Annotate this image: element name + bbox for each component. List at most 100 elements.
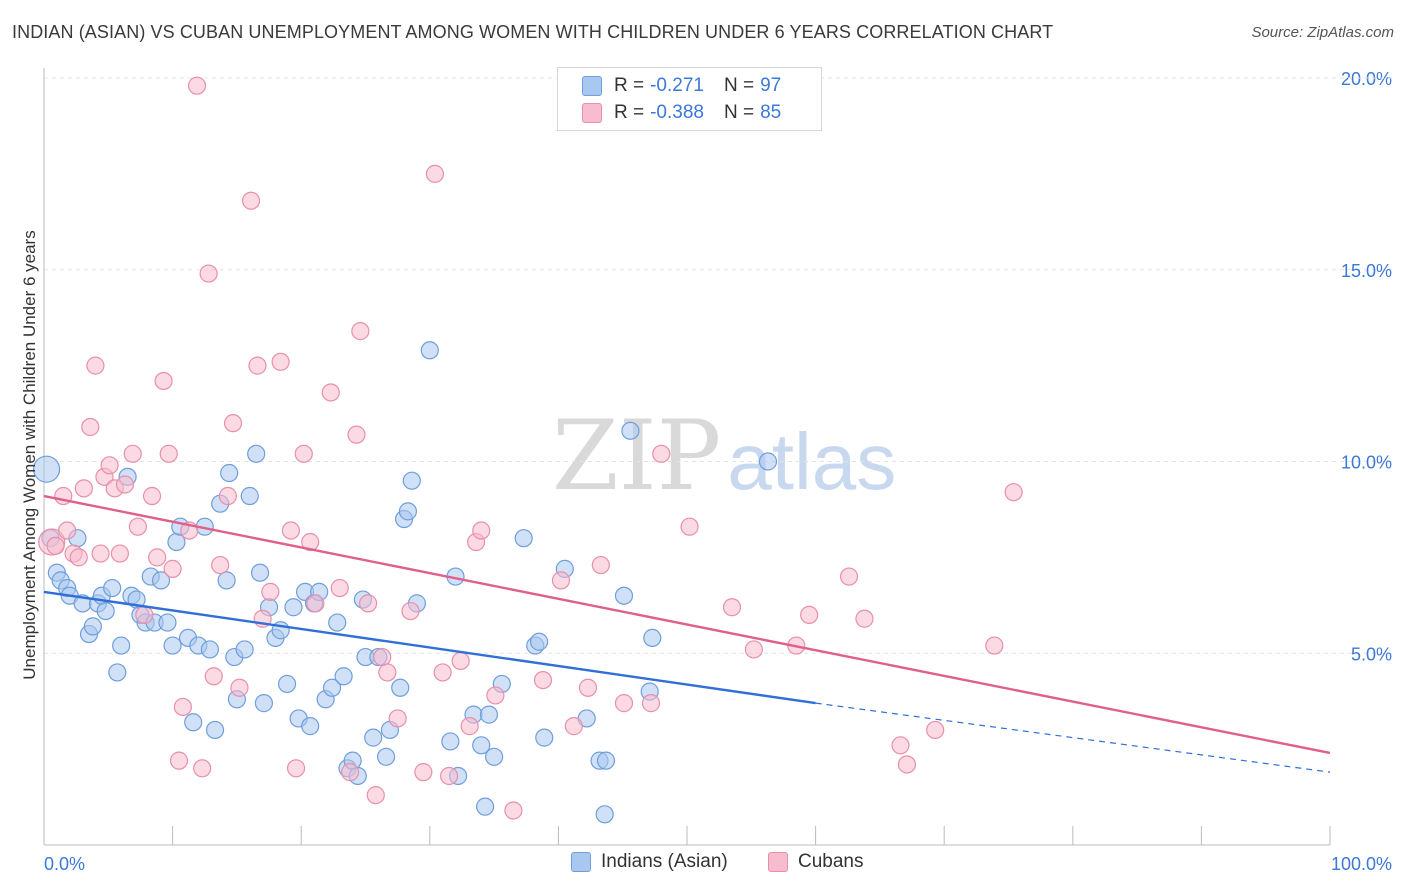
n-value-cuban: 85 xyxy=(760,102,782,123)
cuban-point xyxy=(891,736,910,755)
indian-point xyxy=(277,674,297,694)
cuban-point xyxy=(388,709,407,728)
cuban-point xyxy=(330,578,349,598)
cuban-point xyxy=(211,555,230,575)
indian-point xyxy=(472,736,491,755)
cuban-point xyxy=(340,763,360,782)
cuban-point xyxy=(926,720,945,740)
indian-point xyxy=(240,486,259,506)
n-label: N = xyxy=(723,75,755,96)
x-tick-label-min: 0.0% xyxy=(44,854,85,874)
cuban-point xyxy=(347,425,366,444)
cuban-point xyxy=(366,786,385,805)
cuban-point xyxy=(286,759,306,778)
cuban-point xyxy=(154,371,173,391)
indian-trend-extension xyxy=(815,702,1331,773)
cuban-point xyxy=(110,544,129,563)
indian-point xyxy=(514,529,533,548)
r-value-cuban: -0.388 xyxy=(650,102,704,123)
cuban-point xyxy=(199,264,218,283)
cuban-point xyxy=(1004,483,1023,502)
cuban-point xyxy=(173,697,192,717)
indian-point xyxy=(247,444,266,463)
indian-point xyxy=(322,678,342,697)
indian-trend-line xyxy=(43,590,816,705)
cuban-point xyxy=(261,582,280,601)
cuban-point xyxy=(187,76,207,95)
indian-point xyxy=(108,663,127,682)
cuban-point xyxy=(321,383,340,402)
cuban-point xyxy=(148,548,167,567)
cuban-swatch xyxy=(582,103,602,123)
indian-point xyxy=(158,613,177,632)
cuban-point xyxy=(373,647,392,667)
cuban-point xyxy=(401,601,420,621)
legend-item-indian: Indians (Asian) xyxy=(571,851,728,873)
cuban-point xyxy=(204,667,223,686)
n-value-indian: 97 xyxy=(760,75,782,96)
cuban-point xyxy=(551,571,571,590)
y-tick-label: 15.0% xyxy=(1341,261,1392,281)
indian-point xyxy=(301,717,320,736)
chart-source: Source: ZipAtlas.com xyxy=(1251,24,1394,41)
cuban-point xyxy=(351,322,370,341)
indian-point xyxy=(328,613,347,632)
series-legend: Indians (Asian) Cubans xyxy=(0,851,1406,877)
indian-point xyxy=(163,636,182,655)
stats-row-indian: R = -0.271 N = 97 xyxy=(582,74,781,98)
indian-point xyxy=(485,747,504,766)
cuban-point xyxy=(230,678,249,697)
cuban-point xyxy=(135,605,154,625)
cuban-point xyxy=(169,751,189,770)
cuban-point xyxy=(855,609,874,628)
cuban-point xyxy=(451,651,470,671)
cuban-point xyxy=(74,479,93,498)
r-value-indian: -0.271 xyxy=(650,75,704,96)
cuban-point xyxy=(641,694,661,713)
cuban-trend-line xyxy=(43,494,1331,755)
cuban-point xyxy=(128,517,147,536)
indian-point xyxy=(391,678,410,697)
cuban-point xyxy=(439,766,459,786)
cuban-point xyxy=(680,517,699,536)
cuban-point xyxy=(486,686,505,705)
cuban-point xyxy=(433,663,452,682)
cuban-point xyxy=(897,755,917,774)
n-label: N = xyxy=(723,102,755,123)
cuban-point xyxy=(46,536,65,555)
cuban-point xyxy=(241,191,261,210)
cuban-point xyxy=(504,801,523,820)
cuban-point xyxy=(271,352,290,371)
indian-point xyxy=(621,421,640,440)
indian-point xyxy=(479,705,499,724)
indian-point xyxy=(441,732,460,751)
cuban-point xyxy=(58,521,77,540)
y-tick-label: 5.0% xyxy=(1351,644,1392,664)
indian-point xyxy=(151,571,171,590)
cuban-point xyxy=(652,444,671,463)
indian-point xyxy=(217,571,236,590)
cuban-point xyxy=(142,486,162,506)
indian-point xyxy=(643,628,662,648)
cuban-legend-swatch xyxy=(768,852,788,872)
cuban-point xyxy=(223,414,243,433)
indian-point xyxy=(32,455,61,483)
cuban-point xyxy=(81,417,100,437)
y-tick-label: 10.0% xyxy=(1341,453,1392,473)
indian-point xyxy=(376,747,396,766)
indian-point xyxy=(596,751,616,770)
x-tick-label-max: 100.0% xyxy=(1331,854,1392,874)
cuban-point xyxy=(294,444,313,463)
indian-point xyxy=(96,601,115,621)
cuban-point xyxy=(564,717,583,736)
cuban-point xyxy=(358,594,378,613)
indian-point xyxy=(220,463,239,483)
cuban-point xyxy=(218,486,237,506)
cuban-point xyxy=(533,670,553,690)
indian-point xyxy=(530,632,549,651)
cuban-point xyxy=(306,594,325,613)
y-tick-label: 20.0% xyxy=(1341,69,1392,89)
cuban-point xyxy=(69,548,88,567)
indian-point xyxy=(535,728,554,747)
